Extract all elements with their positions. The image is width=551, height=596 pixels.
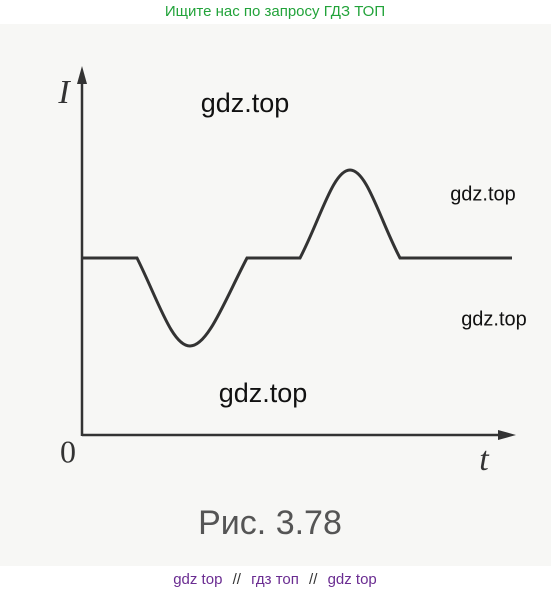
footer-bar [0, 566, 551, 596]
caption: Рис. 3.78 [198, 504, 342, 542]
y-axis-arrow [77, 66, 87, 84]
curve [82, 168, 512, 348]
origin-label: 0 [60, 433, 76, 469]
footer: gdz top // гдз топ // gdz top [173, 571, 377, 588]
x-axis-label: t [479, 441, 490, 478]
watermark: gdz.top [219, 378, 308, 408]
watermark: gdz.top [201, 88, 290, 118]
footer-separator: // [309, 571, 318, 588]
footer-link: gdz top [173, 571, 222, 588]
footer-link: gdz top [328, 571, 377, 588]
watermark: gdz.top [461, 308, 527, 330]
watermark: gdz.top [450, 183, 516, 205]
footer-separator: // [233, 571, 242, 588]
footer-link: гдз топ [251, 571, 299, 588]
header-text: Ищите нас по запросу ГДЗ ТОП [165, 3, 385, 20]
x-axis-arrow [498, 430, 516, 440]
y-axis-label: I [57, 74, 71, 111]
header-bar [0, 0, 551, 24]
